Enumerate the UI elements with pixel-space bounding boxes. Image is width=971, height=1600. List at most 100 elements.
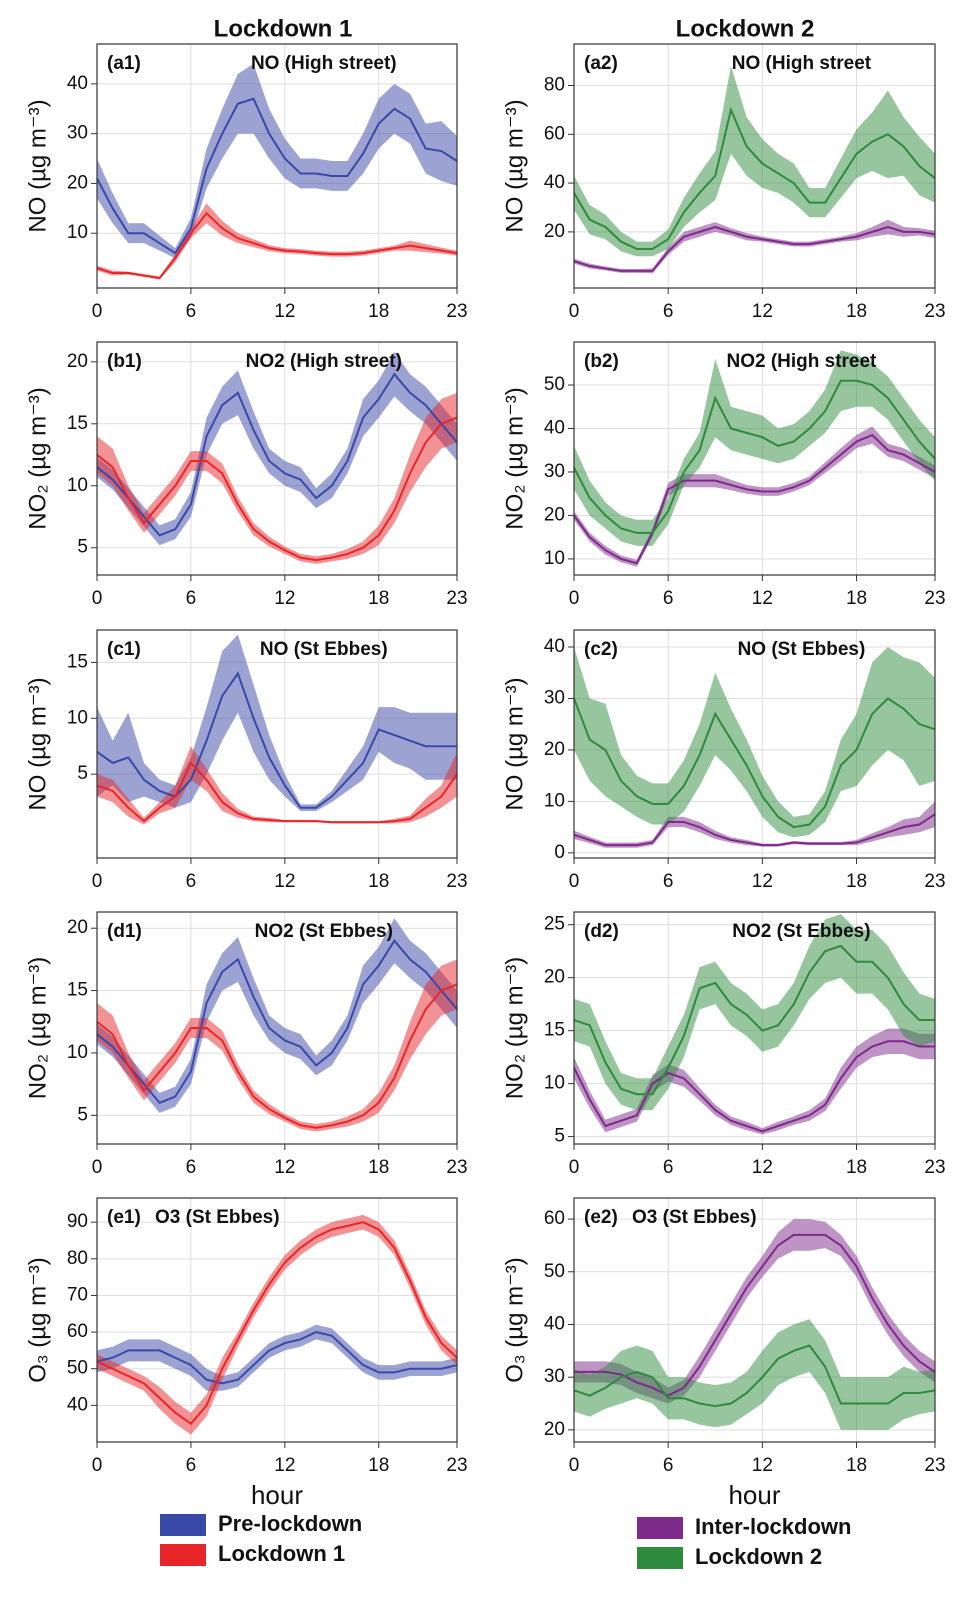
plot-frame [96,1197,458,1443]
panel-title: NO (St Ebbes) [738,639,866,660]
plot-frame [96,341,458,576]
legend-swatch [637,1547,683,1569]
x-tick-label: 6 [186,301,197,322]
x-tick-label: 0 [569,588,580,609]
y-tick-label: 40 [544,636,565,657]
band [574,801,935,848]
x-tick-label: 23 [446,871,467,892]
y-axis-label: NO (µg m⁻³) [24,99,51,232]
legend-label: Pre-lockdown [218,1511,362,1536]
band [574,65,935,257]
y-tick-label: 15 [67,980,88,1001]
y-tick-label: 20 [67,917,88,938]
x-axis-label: hour [251,1480,303,1510]
y-tick-label: 0 [554,842,565,863]
x-tick-label: 18 [368,588,389,609]
x-tick-label: 23 [924,871,945,892]
y-tick-label: 5 [77,537,88,558]
x-tick-label: 0 [92,588,103,609]
line [96,671,457,809]
x-tick-label: 12 [752,871,773,892]
band [574,350,935,546]
y-tick-label: 50 [544,374,565,395]
y-axis-label: NO₂ (µg m⁻³) [501,387,528,529]
y-axis-label: NO (µg m⁻³) [501,99,528,232]
panel-title: NO2 (High street) [246,351,402,372]
plot-frame [573,911,936,1145]
x-tick-label: 12 [274,1455,295,1476]
panel-label: (c2) [584,639,618,660]
x-tick-label: 12 [274,301,295,322]
x-tick-label: 12 [752,588,773,609]
y-tick-label: 30 [544,461,565,482]
x-tick-label: 18 [846,1455,867,1476]
line [96,1221,458,1426]
x-tick-label: 18 [368,1157,389,1178]
y-tick-label: 20 [67,351,88,372]
line [96,761,458,824]
x-tick-label: 0 [92,871,103,892]
plot-frame [573,629,936,859]
line [96,211,458,280]
panel-title: O3 (St Ebbes) [632,1207,757,1228]
line [573,944,935,1096]
x-tick-label: 23 [924,1455,945,1476]
x-tick-label: 18 [846,871,867,892]
panel-label: (e2) [584,1207,618,1228]
band [97,351,457,546]
panel-title: NO2 (St Ebbes) [255,921,393,942]
band [574,1319,935,1430]
line [573,1040,935,1133]
y-axis-label: O₃ (µg m⁻³) [24,1257,51,1383]
plot-frame [96,43,458,289]
band [574,646,935,838]
line [573,697,936,829]
panel-label: (e1) [107,1207,141,1228]
x-tick-label: 6 [663,1157,674,1178]
x-tick-label: 0 [569,1455,580,1476]
panel-label: (a1) [107,53,141,74]
y-tick-label: 40 [544,418,565,439]
y-tick-label: 30 [67,123,88,144]
band [97,1324,457,1391]
legend-label: Lockdown 1 [218,1541,345,1566]
x-tick-label: 0 [569,871,580,892]
panel-label: (b2) [584,351,619,372]
line [96,416,458,562]
x-tick-label: 12 [752,1157,773,1178]
y-tick-label: 15 [544,1020,565,1041]
band [97,746,457,825]
y-tick-label: 40 [544,172,565,193]
plot-frame [573,341,936,576]
legend-swatch [160,1544,206,1566]
y-tick-label: 10 [544,790,565,811]
panel-label: (c1) [107,639,141,660]
panel-label: (d2) [584,921,619,942]
x-tick-label: 23 [924,301,945,322]
panel-label: (a2) [584,53,618,74]
x-tick-label: 23 [924,1157,945,1178]
y-tick-label: 80 [544,74,565,95]
y-tick-label: 60 [544,1208,565,1229]
x-tick-label: 6 [186,1157,197,1178]
y-tick-label: 5 [77,763,88,784]
x-tick-label: 18 [368,301,389,322]
line [96,97,458,255]
band [574,219,935,274]
band [97,1214,457,1435]
x-tick-label: 0 [92,1455,103,1476]
y-axis-label: NO₂ (µg m⁻³) [24,387,51,529]
y-tick-label: 5 [77,1104,88,1125]
x-axis-label: hour [728,1480,780,1510]
y-axis-label: NO (µg m⁻³) [24,677,51,810]
x-tick-label: 6 [186,1455,197,1476]
y-tick-label: 10 [544,548,565,569]
y-tick-label: 25 [544,914,565,935]
line [573,813,936,847]
x-tick-label: 12 [274,588,295,609]
line [573,1344,936,1408]
y-tick-label: 20 [544,739,565,760]
x-tick-label: 6 [186,871,197,892]
column-title: Lockdown 1 [214,15,353,42]
y-axis-label: NO (µg m⁻³) [501,677,528,810]
